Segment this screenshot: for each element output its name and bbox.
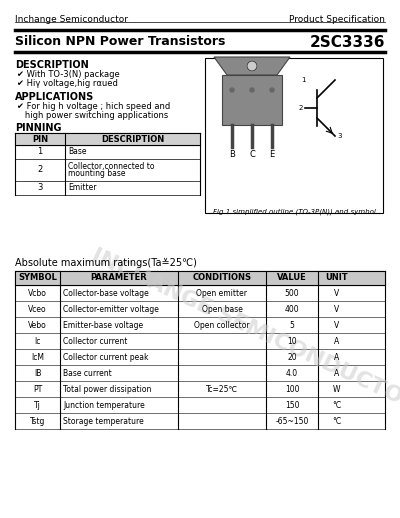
Text: Fig.1 simplified outline (TO-3P(N)) and symbol: Fig.1 simplified outline (TO-3P(N)) and … [212,208,376,214]
Text: SYMBOL: SYMBOL [18,274,57,282]
Text: ✔ Hiγ voltage,hig rαued: ✔ Hiγ voltage,hig rαued [17,79,118,88]
Text: 3: 3 [37,183,43,193]
Text: Inchange Semiconductor: Inchange Semiconductor [15,15,128,24]
Text: Tstg: Tstg [30,416,45,425]
Text: 1: 1 [301,77,305,83]
Text: PARAMETER: PARAMETER [91,274,147,282]
Text: W: W [333,384,340,394]
Text: ✔ For hig h voltage ; hich speed and: ✔ For hig h voltage ; hich speed and [17,102,170,111]
Text: Base: Base [68,148,86,156]
Text: PIN: PIN [32,135,48,143]
Text: A: A [334,337,339,346]
Text: Tj: Tj [34,400,41,410]
Text: Collector-base voltage: Collector-base voltage [63,289,149,297]
Text: V: V [334,321,339,329]
Text: Collector current peak: Collector current peak [63,353,148,362]
Text: IcM: IcM [31,353,44,362]
Text: Open base: Open base [202,305,242,313]
Text: Emitter: Emitter [68,183,96,193]
Text: A: A [334,353,339,362]
Text: IB: IB [34,368,41,378]
Text: 2: 2 [37,165,43,175]
Text: 10: 10 [287,337,297,346]
Text: CONDITIONS: CONDITIONS [192,274,252,282]
Text: V: V [334,289,339,297]
Text: B: B [229,150,235,159]
Text: INCHANGE SEMICONDUCTOR: INCHANGE SEMICONDUCTOR [89,246,400,414]
Text: 2SC3336: 2SC3336 [310,35,385,50]
Text: °C: °C [332,416,341,425]
Bar [222,75,282,125]
Text: 400: 400 [285,305,299,313]
Bar [15,271,385,285]
Text: DESCRIPTION: DESCRIPTION [101,135,164,143]
Text: Vcbo: Vcbo [28,289,47,297]
Text: VALUE: VALUE [277,274,307,282]
Text: UNIT: UNIT [325,274,348,282]
Text: Product Specification: Product Specification [289,15,385,24]
Text: Absolute maximum ratings(Ta≚25℃): Absolute maximum ratings(Ta≚25℃) [15,258,197,268]
Text: Vebo: Vebo [28,321,47,329]
Text: Storage temperature: Storage temperature [63,416,144,425]
Text: Emitter-base voltage: Emitter-base voltage [63,321,143,329]
Text: -65~150: -65~150 [275,416,309,425]
Text: Collector,connected to: Collector,connected to [68,162,154,170]
Text: 500: 500 [285,289,299,297]
Text: 100: 100 [285,384,299,394]
Bar [205,58,383,213]
Text: °C: °C [332,400,341,410]
Circle shape [247,61,257,71]
Circle shape [270,88,274,92]
Text: C: C [249,150,255,159]
Text: A: A [334,368,339,378]
Text: 3: 3 [337,133,342,139]
Circle shape [250,88,254,92]
Text: Silicon NPN Power Transistors: Silicon NPN Power Transistors [15,35,225,48]
Text: high power switching applications: high power switching applications [17,111,168,120]
Text: Open collector: Open collector [194,321,250,329]
Text: PT: PT [33,384,42,394]
Text: 5: 5 [290,321,294,329]
Text: Vceo: Vceo [28,305,47,313]
Text: Total power dissipation: Total power dissipation [63,384,151,394]
Text: Junction temperature: Junction temperature [63,400,145,410]
Text: Collector-emitter voltage: Collector-emitter voltage [63,305,159,313]
Text: 150: 150 [285,400,299,410]
Text: APPLICATIONS: APPLICATIONS [15,92,94,102]
Text: 4.0: 4.0 [286,368,298,378]
Text: 1: 1 [37,148,43,156]
Text: Open emitter: Open emitter [196,289,248,297]
Text: mounting base: mounting base [68,169,126,179]
Text: 20: 20 [287,353,297,362]
Text: E: E [269,150,275,159]
Text: ✔ With TO-3(N) package: ✔ With TO-3(N) package [17,70,120,79]
Text: DESCRIPTION: DESCRIPTION [15,60,89,70]
Text: PINNING: PINNING [15,123,62,133]
Polygon shape [214,57,290,75]
Text: Base current: Base current [63,368,112,378]
Text: V: V [334,305,339,313]
Text: Collector current: Collector current [63,337,127,346]
Bar [15,133,200,145]
Text: Ic: Ic [34,337,41,346]
Circle shape [230,88,234,92]
Text: 2: 2 [299,105,303,111]
Text: Tc=25℃: Tc=25℃ [206,384,238,394]
